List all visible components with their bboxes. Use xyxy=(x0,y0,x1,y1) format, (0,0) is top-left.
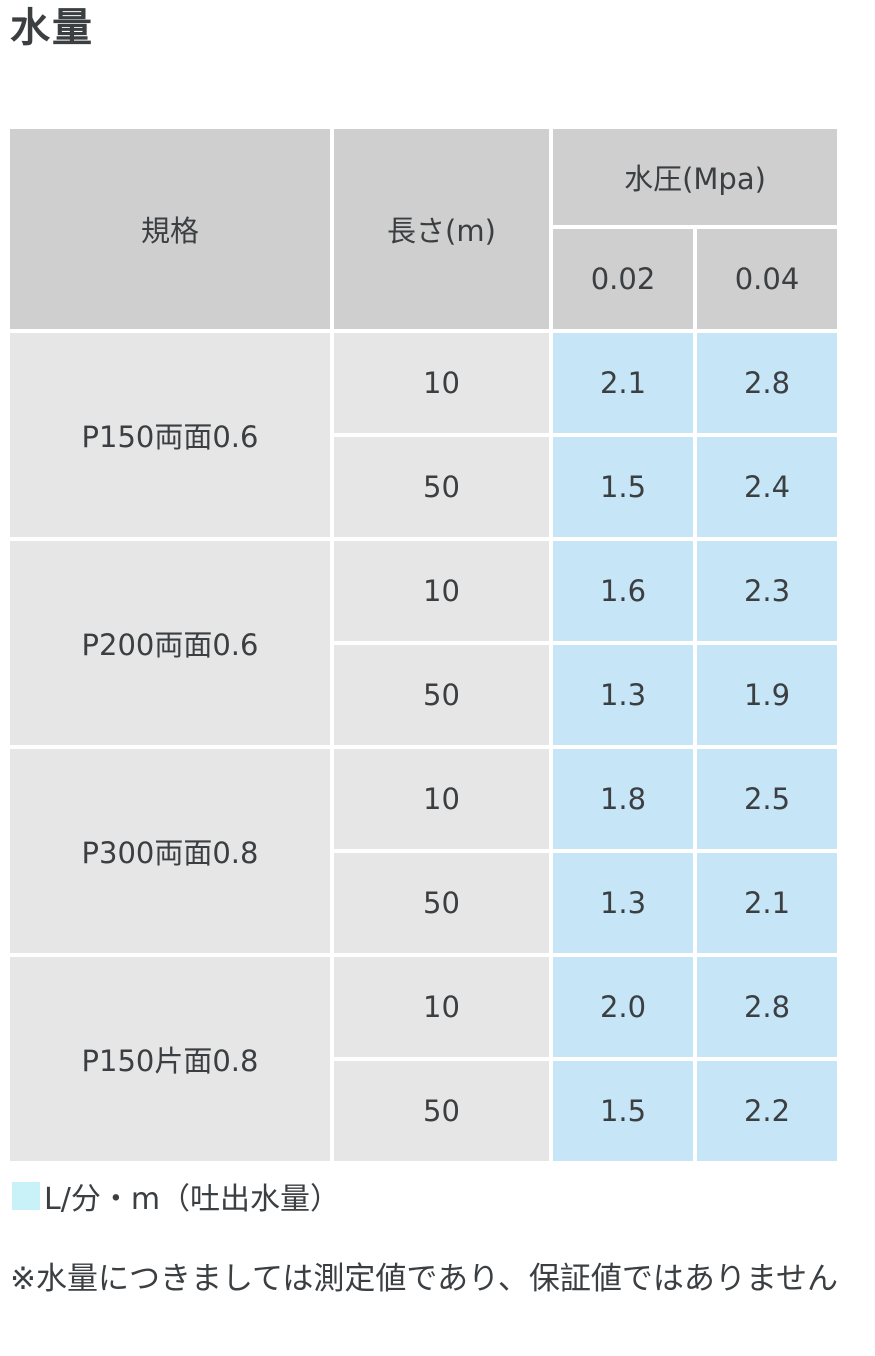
table-header-row: 規格 長さ(m) 水圧(Mpa) xyxy=(10,129,837,329)
flow-value-cell: 2.4 xyxy=(697,437,837,537)
pressure-0.02-header: 0.02 xyxy=(553,229,693,329)
flow-value-cell: 1.3 xyxy=(553,645,693,745)
flow-value-cell: 1.8 xyxy=(553,749,693,849)
table-row: 50 1.5 2.4 xyxy=(10,437,837,537)
spec-cell: P300両面0.8 xyxy=(10,749,330,953)
spec-cell: P150両面0.6 xyxy=(10,333,330,537)
flow-value-cell: 1.6 xyxy=(553,541,693,641)
length-cell: 50 xyxy=(334,1061,549,1161)
table-row: P150片面0.8 10 2.0 2.8 xyxy=(10,957,837,1161)
table-row: 50 1.3 1.9 xyxy=(10,645,837,745)
table-row: P200両面0.6 10 1.6 2.3 xyxy=(10,541,837,745)
length-cell: 10 xyxy=(334,749,549,849)
length-cell: 10 xyxy=(334,333,549,433)
pressure-header: 水圧(Mpa) xyxy=(553,129,837,225)
length-cell: 50 xyxy=(334,645,549,745)
flow-value-cell: 2.1 xyxy=(553,333,693,433)
length-cell: 10 xyxy=(334,541,549,641)
table-row: 50 1.3 2.1 xyxy=(10,853,837,953)
flow-value-cell: 2.8 xyxy=(697,957,837,1057)
flow-value-cell: 2.2 xyxy=(697,1061,837,1161)
flow-value-cell: 1.3 xyxy=(553,853,693,953)
disclaimer-note: ※水量につきましては測定値であり、保証値ではありません xyxy=(10,1261,838,1297)
table-subheader-row: 0.02 0.04 xyxy=(10,229,837,329)
spec-cell: P200両面0.6 xyxy=(10,541,330,745)
legend-swatch xyxy=(12,1182,40,1210)
table-row: P300両面0.8 10 1.8 2.5 xyxy=(10,749,837,953)
water-flow-table: 規格 長さ(m) 水圧(Mpa) 0.02 0.04 P150両面0.6 10 … xyxy=(6,125,841,1165)
flow-value-cell: 1.9 xyxy=(697,645,837,745)
flow-value-cell: 2.8 xyxy=(697,333,837,433)
legend: L/分・m（吐出水量） xyxy=(12,1172,340,1220)
flow-value-cell: 2.1 xyxy=(697,853,837,953)
flow-value-cell: 1.5 xyxy=(553,437,693,537)
legend-label: L/分・m（吐出水量） xyxy=(44,1182,341,1217)
flow-value-cell: 2.3 xyxy=(697,541,837,641)
length-cell: 10 xyxy=(334,957,549,1057)
page-title: 水量 xyxy=(10,5,94,51)
length-cell: 50 xyxy=(334,437,549,537)
table-row: P150両面0.6 10 2.1 2.8 xyxy=(10,333,837,537)
length-cell: 50 xyxy=(334,853,549,953)
table-row: 50 1.5 2.2 xyxy=(10,1061,837,1161)
spec-header: 規格 xyxy=(10,129,330,329)
flow-value-cell: 1.5 xyxy=(553,1061,693,1161)
pressure-0.04-header: 0.04 xyxy=(697,229,837,329)
length-header: 長さ(m) xyxy=(334,129,549,329)
flow-value-cell: 2.0 xyxy=(553,957,693,1057)
flow-value-cell: 2.5 xyxy=(697,749,837,849)
spec-cell: P150片面0.8 xyxy=(10,957,330,1161)
